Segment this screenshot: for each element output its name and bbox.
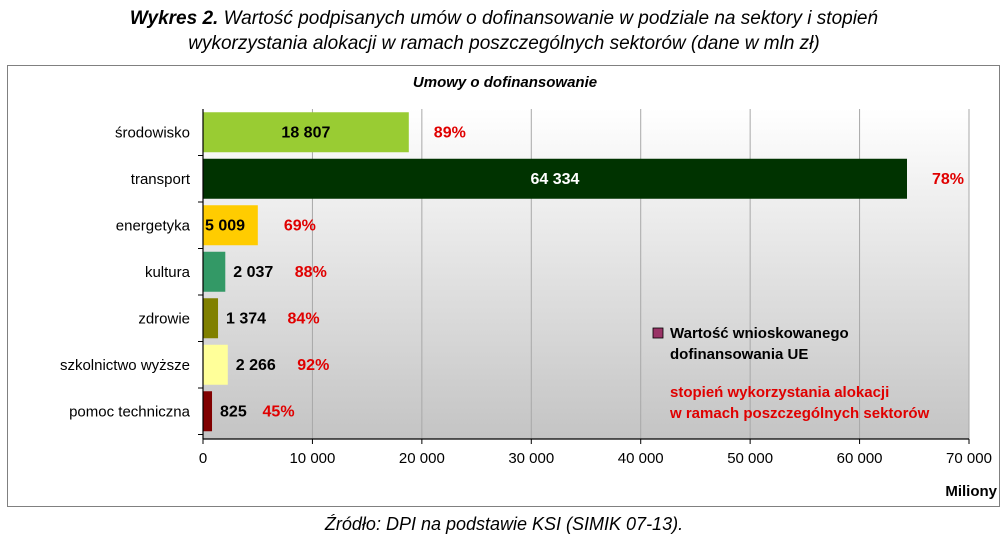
value-label: 1 374 (226, 310, 266, 327)
legend-note-line2: w ramach poszczególnych sektorów (669, 405, 930, 422)
figure-source: Źródło: DPI na podstawie KSI (SIMIK 07-1… (324, 514, 684, 534)
figure-title: Wykres 2. Wartość podpisanych umów o dof… (0, 6, 1008, 56)
category-label: środowisko (115, 124, 190, 141)
category-label: energetyka (116, 217, 191, 234)
x-axis-label: Miliony (945, 483, 997, 500)
bar (203, 205, 258, 246)
bar (203, 158, 907, 199)
percent-label: 88% (295, 264, 327, 281)
percent-label: 78% (932, 171, 964, 188)
bar (203, 298, 219, 339)
category-label: pomoc techniczna (69, 403, 191, 420)
value-label: 18 807 (281, 124, 330, 141)
bar (203, 391, 213, 432)
x-tick-label: 60 000 (837, 450, 883, 467)
legend-note-line1: stopień wykorzystania alokacji (670, 384, 889, 401)
percent-label: 89% (434, 124, 466, 141)
x-tick-label: 0 (199, 450, 207, 467)
figure-title-line2: wykorzystania alokacji w ramach poszczeg… (188, 33, 820, 54)
legend-series-line2: dofinansowania UE (670, 346, 808, 363)
legend: Wartość wnioskowanego dofinansowania UE … (652, 325, 930, 422)
category-label: kultura (145, 264, 191, 281)
value-label: 2 266 (236, 357, 276, 374)
bar (203, 251, 226, 292)
value-label: 5 009 (205, 217, 245, 234)
x-tick-label: 10 000 (289, 450, 335, 467)
value-label: 2 037 (233, 264, 273, 281)
category-label: szkolnictwo wyższe (60, 357, 190, 374)
category-label: transport (131, 171, 191, 188)
x-tick-label: 70 000 (946, 450, 992, 467)
figure-number: Wykres 2. (129, 8, 219, 29)
bar-chart: 0 10 000 20 000 30 000 40 000 50 000 60 000 70 … (7, 65, 1000, 507)
value-label: 825 (220, 403, 247, 420)
legend-marker (652, 327, 664, 339)
bar (203, 344, 228, 385)
figure-title-line1: Wartość podpisanych umów o dofinansowani… (218, 8, 879, 29)
x-tick-label: 50 000 (727, 450, 773, 467)
percent-label: 84% (288, 310, 320, 327)
percent-label: 45% (263, 403, 295, 420)
x-tick-label: 20 000 (399, 450, 445, 467)
percent-label: 92% (297, 357, 329, 374)
x-tick-label: 30 000 (508, 450, 554, 467)
x-tick-label: 40 000 (618, 450, 664, 467)
legend-series-line1: Wartość wnioskowanego (670, 325, 849, 342)
category-label: zdrowie (138, 310, 190, 327)
value-label: 64 334 (531, 171, 580, 188)
chart-title: Umowy o dofinansowanie (413, 74, 597, 91)
percent-label: 69% (284, 217, 316, 234)
bar (203, 112, 409, 153)
